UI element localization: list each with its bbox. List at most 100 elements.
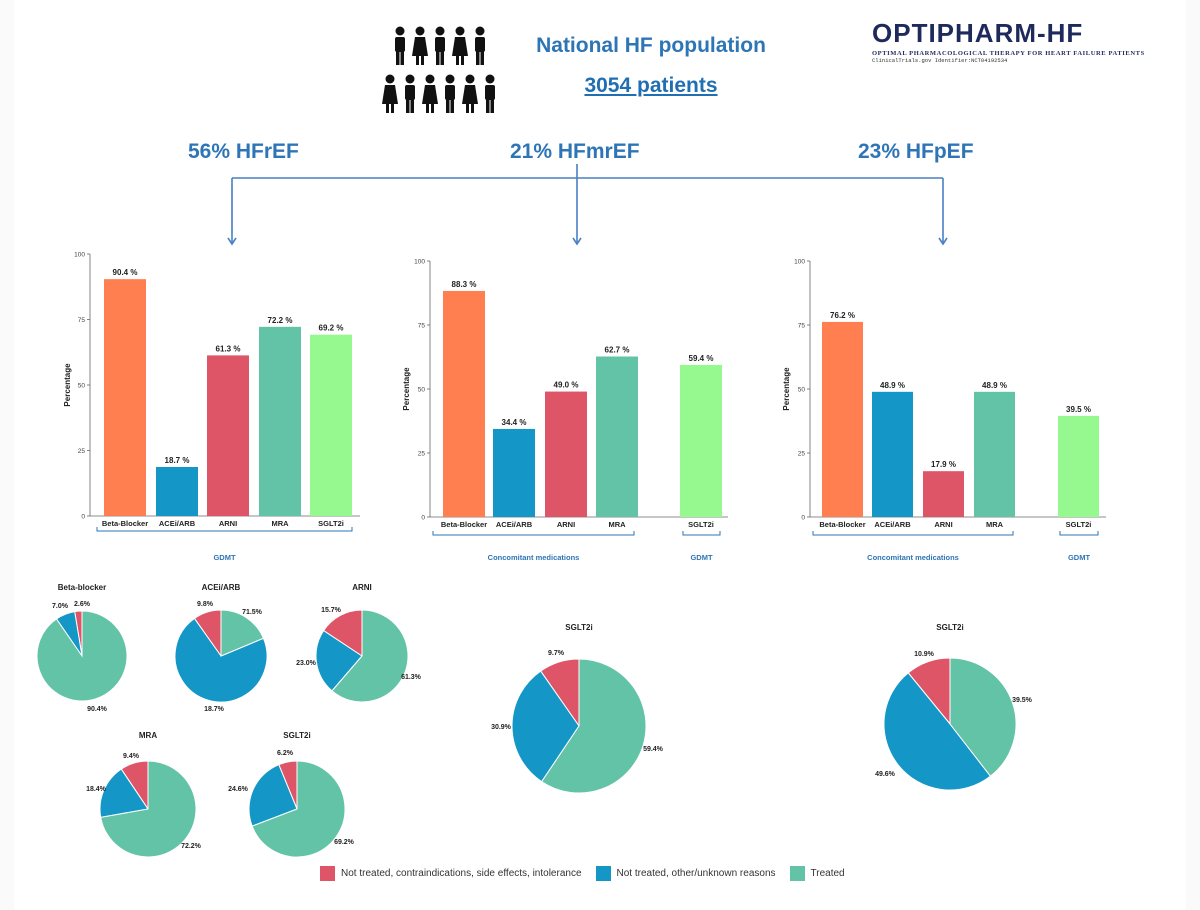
hfpef-bar-value-label: 39.5 % [1066, 405, 1091, 414]
pie-mref-sglt2-title: SGLT2i [565, 623, 592, 632]
optipharm-logo: OPTIPHARM-HF OPTIMAL PHARMACOLOGICAL THE… [872, 18, 1172, 64]
hfmref-bar-beta-blocker [443, 290, 485, 517]
legend-label: Not treated, other/unknown reasons [616, 868, 776, 879]
legend-item-treated: Treated [789, 866, 845, 881]
pie-ref-mra-slice [99, 768, 149, 818]
pie-ref-sglt2-slice-label: 24.6% [228, 786, 249, 793]
hfref-y-tick-label: 0 [81, 514, 85, 521]
pie-ref-arni-slice [331, 609, 409, 703]
hfmref-y-tick-label: 0 [421, 515, 425, 522]
pie-ref-beta-slice-label: 2.6% [74, 601, 91, 608]
arrow-down-icon [227, 237, 237, 246]
pie-ref-beta-title: Beta-blocker [58, 583, 106, 592]
hfref-x-tick-label: Beta-Blocker [102, 519, 148, 528]
hfmref-bar-sglt2i [680, 364, 722, 517]
hfpef-bar-arni [923, 471, 964, 517]
patient-count: 3054 patients [584, 74, 718, 97]
hfpef-y-tick-label: 75 [798, 323, 806, 330]
page-title: National HF population [536, 34, 766, 57]
logo-tagline: OPTIMAL PHARMACOLOGICAL THERAPY FOR HEAR… [872, 50, 1145, 57]
hfref-bar-arni [207, 355, 249, 516]
hfmref-y-tick-label: 75 [418, 323, 426, 330]
pie-ref-arni-slice-label: 23.0% [296, 660, 317, 667]
pie-ref-mra-slice-label: 9.4% [123, 753, 140, 760]
hfmref-bar-mra [596, 356, 638, 517]
hfpef-x-tick-label: ACEi/ARB [874, 520, 911, 529]
hfmref-bar-value-label: 88.3 % [452, 280, 477, 289]
pie-ref-beta-slice [36, 610, 128, 702]
pie-ref-beta-slice-label: 90.4% [87, 706, 108, 713]
legend-item-other-reasons: Not treated, other/unknown reasons [595, 866, 776, 881]
hfmref-bar-value-label: 62.7 % [605, 345, 630, 354]
hfref-x-tick-label: MRA [271, 519, 289, 528]
hfmref-bracket-label: Concomitant medications [488, 553, 580, 562]
hfref-bracket-label: GDMT [213, 553, 235, 562]
hfmref-bar-arni [545, 391, 587, 517]
pie-ref-arni-slice [315, 629, 363, 692]
hfref-y-tick-label: 100 [74, 252, 85, 259]
pie-mref-sglt2-slice [540, 658, 647, 794]
arrow-down-icon [938, 237, 948, 246]
hfpef-y-tick-label: 25 [798, 451, 806, 458]
hfmref-y-tick-label: 25 [418, 451, 426, 458]
person-row-bottom [382, 74, 495, 113]
pie-mref-sglt2-slice-label: 30.9% [491, 724, 512, 731]
hfref-bar-sglt2i [310, 334, 352, 516]
hfmref-y-axis-label: Percentage [402, 367, 411, 411]
hfpef-bar-acei-arb [872, 391, 913, 517]
hfpef-bar-sglt2i [1058, 415, 1099, 517]
hfpef-x-tick-label: ARNI [934, 520, 952, 529]
hfmref-y-tick-label: 50 [418, 387, 426, 394]
legend: Not treated, contraindications, side eff… [320, 866, 859, 881]
pie-ref-acei-slice-label: 71.5% [242, 609, 263, 616]
hfmref-x-tick-label: SGLT2i [688, 520, 714, 529]
pie-mref-sglt2-slice-label: 59.4% [643, 746, 664, 753]
pie-ref-acei-slice-label: 9.8% [197, 601, 214, 608]
hfref-bar-acei-arb [156, 467, 198, 516]
pie-ref-acei-slice [174, 617, 268, 703]
pie-pef-sglt2-slice-label: 49.6% [875, 771, 896, 778]
pie-ref-arni-slice-label: 15.7% [321, 607, 342, 614]
legend-swatch-blue [595, 866, 611, 881]
hfpef-bracket-label: Concomitant medications [867, 553, 959, 562]
hfpef-y-tick-label: 100 [794, 259, 805, 266]
hfpef-bar-value-label: 48.9 % [880, 381, 905, 390]
pie-ref-sglt2-slice-label: 6.2% [277, 750, 294, 757]
legend-item-contraindication: Not treated, contraindications, side eff… [320, 866, 582, 881]
pie-ref-sglt2-slice [251, 760, 346, 858]
group-label-hfmref: 21% HFmrEF [510, 140, 640, 163]
hfpef-x-tick-label: MRA [986, 520, 1004, 529]
hfref-y-axis-label: Percentage [63, 363, 72, 407]
legend-label: Not treated, contraindications, side eff… [341, 868, 582, 879]
logo-name: OPTIPHARM-HF [872, 18, 1084, 48]
people-icon [382, 26, 495, 113]
hfref-bracket [96, 527, 353, 532]
pie-ref-beta-slice-label: 7.0% [52, 603, 69, 610]
hfref-y-tick-label: 25 [78, 448, 86, 455]
arrow-down-icon [572, 237, 582, 246]
hfmref-x-tick-label: ACEi/ARB [496, 520, 533, 529]
hfmref-bracket [432, 531, 635, 536]
hfref-x-tick-label: ARNI [219, 519, 237, 528]
pie-mref-sglt2-slice [511, 670, 580, 783]
pie-ref-sglt2-slice [248, 763, 298, 827]
hfpef-bar-beta-blocker [822, 321, 863, 517]
pie-ref-mra-slice [100, 760, 197, 858]
hfpef-bracket [812, 531, 1014, 536]
pie-ref-sglt2-slice-label: 69.2% [334, 839, 355, 846]
hfref-bar-value-label: 69.2 % [319, 324, 344, 333]
hfpef-bracket-label: GDMT [1068, 553, 1090, 562]
pie-ref-acei-title: ACEi/ARB [202, 583, 241, 592]
pie-pef-sglt2-slice [883, 672, 992, 791]
hfpef-bar-value-label: 17.9 % [931, 460, 956, 469]
hfmref-bracket-label: GDMT [690, 553, 712, 562]
pie-ref-arni-slice-label: 61.3% [401, 674, 422, 681]
hfref-x-tick-label: SGLT2i [318, 519, 344, 528]
hfpef-y-tick-label: 50 [798, 387, 806, 394]
pie-ref-acei-slice-label: 18.7% [204, 706, 225, 713]
hfref-bar-value-label: 90.4 % [113, 268, 138, 277]
hfref-bar-mra [259, 326, 301, 516]
pie-ref-mra-slice-label: 18.4% [86, 786, 107, 793]
hfpef-y-tick-label: 0 [801, 515, 805, 522]
hfmref-x-tick-label: MRA [608, 520, 626, 529]
